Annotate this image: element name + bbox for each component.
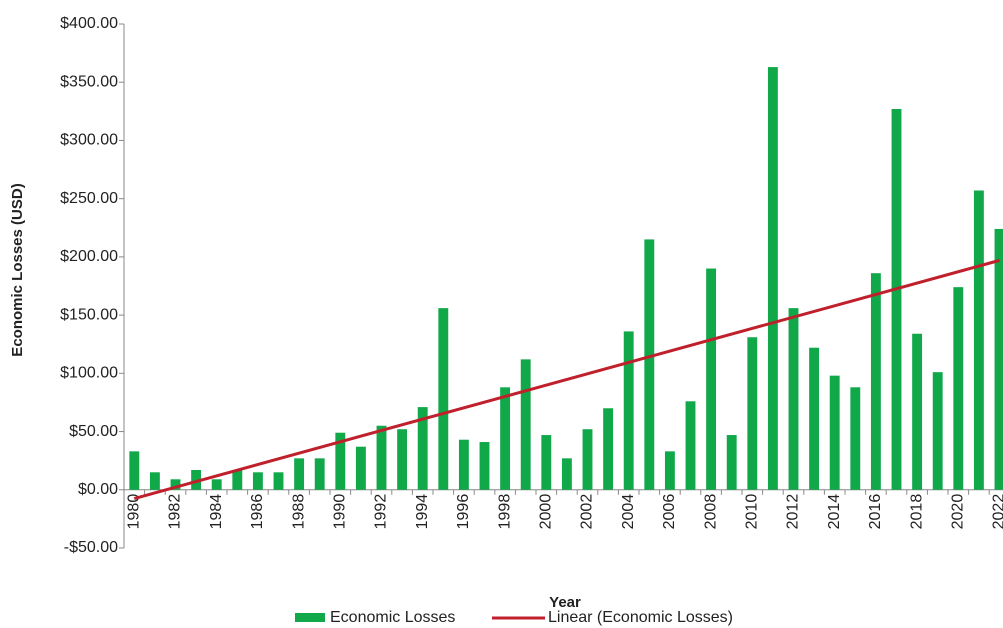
x-tick-label: 2016 xyxy=(867,494,884,530)
bar xyxy=(891,109,902,490)
y-tick-label: $50.00 xyxy=(69,423,118,440)
y-tick-label: $200.00 xyxy=(60,248,118,265)
bar xyxy=(767,67,778,490)
bar xyxy=(582,429,593,490)
x-tick-label: 2012 xyxy=(785,494,802,530)
x-tick-label: 2002 xyxy=(579,494,596,530)
bar xyxy=(520,359,531,490)
bar xyxy=(252,472,263,490)
bar xyxy=(273,472,284,490)
y-tick-label: $0.00 xyxy=(78,481,118,498)
bar xyxy=(664,451,675,490)
x-tick-label: 2020 xyxy=(950,494,967,530)
x-tick-label: 1994 xyxy=(414,494,431,530)
bar xyxy=(932,372,943,490)
bar xyxy=(314,458,325,490)
y-tick-label: $250.00 xyxy=(60,190,118,207)
y-tick-label: $350.00 xyxy=(60,73,118,90)
x-tick-label: 1980 xyxy=(126,494,143,530)
trend-line xyxy=(133,258,1000,500)
x-tick-label: 1982 xyxy=(167,494,184,530)
bar xyxy=(479,442,490,490)
bar xyxy=(726,435,737,490)
bar xyxy=(870,273,881,490)
bar xyxy=(912,333,923,490)
x-tick-label: 2006 xyxy=(661,494,678,530)
x-tick-label: 2004 xyxy=(620,494,637,530)
bar xyxy=(294,458,305,490)
legend-swatch xyxy=(295,613,325,622)
bar xyxy=(685,401,696,490)
bar xyxy=(994,228,1003,490)
x-tick-label: 1990 xyxy=(332,494,349,530)
bar xyxy=(788,308,799,490)
x-tick-label: 1992 xyxy=(373,494,390,530)
y-tick-label: $100.00 xyxy=(60,365,118,382)
x-tick-label: 1998 xyxy=(496,494,513,530)
bar xyxy=(335,432,346,490)
x-tick-label: 2018 xyxy=(908,494,925,530)
bar xyxy=(541,435,552,490)
bar xyxy=(747,337,758,490)
bar xyxy=(850,387,861,490)
bar xyxy=(973,190,984,490)
x-tick-label: 2014 xyxy=(826,494,843,530)
bar xyxy=(438,308,449,490)
bar xyxy=(644,239,655,490)
bar xyxy=(417,407,428,490)
bar xyxy=(500,387,511,490)
x-tick-label: 1984 xyxy=(208,494,225,530)
x-tick-label: 1986 xyxy=(249,494,266,530)
bar xyxy=(355,446,366,490)
x-tick-label: 2022 xyxy=(991,494,1003,530)
bar xyxy=(397,429,408,490)
bar xyxy=(809,347,820,490)
bar xyxy=(561,458,572,490)
bar xyxy=(458,439,469,490)
y-tick-label: $400.00 xyxy=(60,15,118,32)
bar xyxy=(603,408,614,490)
y-tick-label: -$50.00 xyxy=(64,539,118,556)
y-tick-label: $150.00 xyxy=(60,306,118,323)
bar xyxy=(170,479,181,490)
bar xyxy=(953,287,964,490)
x-tick-label: 1996 xyxy=(455,494,472,530)
bar xyxy=(376,425,387,490)
bar xyxy=(129,451,140,490)
x-tick-label: 2000 xyxy=(538,494,555,530)
x-tick-label: 2008 xyxy=(702,494,719,530)
x-axis-label: Year xyxy=(549,594,581,611)
x-tick-label: 1988 xyxy=(290,494,307,530)
bar xyxy=(211,479,222,490)
legend-label: Linear (Economic Losses) xyxy=(548,609,733,626)
bar xyxy=(829,375,840,490)
bar xyxy=(623,331,634,490)
bar xyxy=(232,469,243,490)
bar xyxy=(149,472,160,490)
bar xyxy=(191,469,202,490)
legend-label: Economic Losses xyxy=(330,609,455,626)
y-axis-label: Economic Losses (USD) xyxy=(9,183,26,356)
bar xyxy=(706,268,717,490)
y-tick-label: $300.00 xyxy=(60,132,118,149)
x-tick-label: 2010 xyxy=(744,494,761,530)
